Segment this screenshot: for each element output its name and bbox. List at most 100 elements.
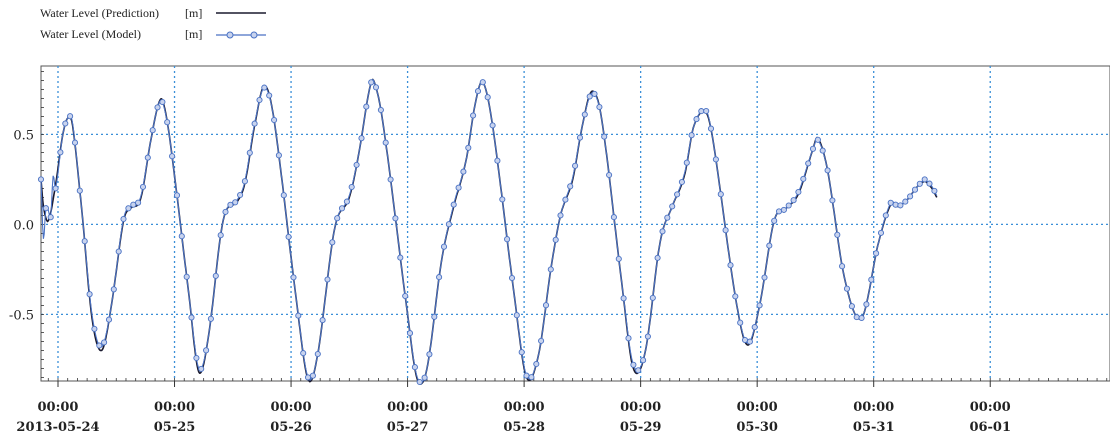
x-tick-time-label: 00:00 bbox=[504, 400, 545, 415]
data-point-model bbox=[542, 302, 550, 309]
data-point-model bbox=[601, 133, 608, 140]
data-point-model bbox=[300, 350, 307, 357]
data-point-model bbox=[334, 215, 341, 222]
data-point-model bbox=[552, 236, 559, 243]
data-point-model bbox=[387, 176, 394, 183]
data-point-model bbox=[868, 276, 875, 283]
data-point-model bbox=[654, 254, 661, 261]
data-point-model bbox=[241, 178, 248, 185]
x-tick-time-label: 00:00 bbox=[271, 400, 312, 415]
data-point-model bbox=[217, 232, 224, 239]
data-point-model bbox=[819, 147, 826, 154]
data-point-model bbox=[683, 159, 690, 166]
data-point-model bbox=[591, 90, 598, 97]
data-point-model bbox=[120, 215, 127, 223]
data-point-model bbox=[52, 185, 59, 192]
data-point-model bbox=[203, 347, 210, 354]
data-point-model bbox=[557, 212, 564, 219]
data-point-model bbox=[372, 84, 380, 91]
data-point-model bbox=[615, 255, 622, 262]
data-point-model bbox=[47, 214, 54, 221]
data-point-model bbox=[159, 98, 166, 106]
data-point-model bbox=[504, 236, 511, 243]
data-point-model bbox=[494, 157, 501, 164]
data-point-model bbox=[285, 233, 292, 240]
x-tick-date-label: 05-30 bbox=[736, 420, 778, 435]
legend-unit-prediction: [m] bbox=[185, 6, 202, 20]
x-tick-date-label: 05-28 bbox=[503, 420, 545, 435]
data-point-model bbox=[125, 205, 132, 212]
data-point-model bbox=[382, 139, 389, 146]
data-point-model bbox=[309, 372, 316, 379]
data-point-model bbox=[329, 239, 336, 246]
x-tick-date-label: 05-31 bbox=[853, 420, 895, 435]
data-point-model bbox=[674, 191, 681, 198]
data-point-model bbox=[926, 180, 933, 187]
data-point-model bbox=[42, 205, 49, 212]
data-point-model bbox=[338, 205, 346, 212]
data-point-model bbox=[707, 125, 715, 132]
data-point-model bbox=[766, 242, 773, 249]
data-point-model bbox=[722, 227, 729, 234]
data-point-model bbox=[538, 337, 545, 344]
data-point-model bbox=[232, 199, 239, 206]
data-point-model bbox=[712, 156, 719, 163]
data-point-model bbox=[843, 285, 851, 292]
data-point-model bbox=[67, 113, 74, 120]
series-layer bbox=[37, 78, 938, 386]
data-point-model bbox=[314, 350, 321, 358]
data-point-model bbox=[76, 187, 83, 194]
x-tick-date-label: 05-25 bbox=[154, 420, 196, 435]
data-point-model bbox=[581, 111, 588, 118]
data-point-model bbox=[863, 301, 870, 308]
data-point-model bbox=[572, 162, 579, 169]
data-point-model bbox=[169, 153, 176, 160]
data-point-model bbox=[693, 116, 700, 123]
legend-marker-model bbox=[250, 31, 258, 39]
data-point-model bbox=[402, 292, 409, 300]
data-point-model bbox=[280, 192, 287, 199]
data-point-model bbox=[290, 274, 297, 281]
y-axis-tick-labels: 0.5 0.0 -0.5 bbox=[9, 128, 34, 323]
data-point-model bbox=[149, 127, 156, 134]
y-tick-label: 0.0 bbox=[13, 218, 34, 233]
data-point-model bbox=[397, 254, 404, 261]
x-tick-date-label: 05-27 bbox=[387, 420, 429, 435]
x-tick-time-label: 00:00 bbox=[853, 400, 894, 415]
x-tick-time-label: 00:00 bbox=[38, 400, 79, 415]
data-point-model bbox=[227, 201, 234, 208]
x-tick-time-label: 00:00 bbox=[970, 400, 1011, 415]
data-point-model bbox=[445, 221, 452, 228]
data-point-model bbox=[96, 342, 103, 349]
data-point-model bbox=[275, 152, 282, 159]
data-point-model bbox=[426, 351, 433, 358]
data-point-model bbox=[178, 233, 185, 240]
y-tick-label: -0.5 bbox=[9, 308, 34, 323]
data-point-model bbox=[86, 291, 93, 298]
data-point-model bbox=[659, 228, 666, 235]
data-point-model bbox=[547, 266, 554, 273]
data-point-model bbox=[533, 360, 540, 368]
plot-frame bbox=[40, 65, 1110, 382]
data-point-model bbox=[348, 183, 355, 191]
data-point-model bbox=[115, 248, 122, 255]
data-point-model bbox=[436, 274, 443, 281]
legend: Water Level (Prediction) [m] Water Level… bbox=[40, 6, 266, 41]
data-point-model bbox=[271, 116, 278, 124]
data-point-model bbox=[91, 325, 98, 332]
data-point-model bbox=[295, 312, 302, 319]
data-point-model bbox=[703, 107, 710, 115]
data-point-model bbox=[57, 149, 64, 156]
data-point-model bbox=[411, 364, 418, 371]
data-point-model bbox=[746, 338, 753, 345]
data-point-model bbox=[358, 135, 365, 142]
data-point-model bbox=[751, 324, 758, 331]
data-point-model bbox=[474, 88, 482, 95]
data-point-model bbox=[484, 94, 491, 101]
data-point-model bbox=[144, 154, 151, 161]
data-point-model bbox=[698, 108, 705, 115]
data-point-model bbox=[406, 330, 414, 337]
data-point-model bbox=[737, 319, 744, 326]
data-point-model bbox=[635, 367, 642, 374]
data-point-model bbox=[567, 183, 574, 190]
